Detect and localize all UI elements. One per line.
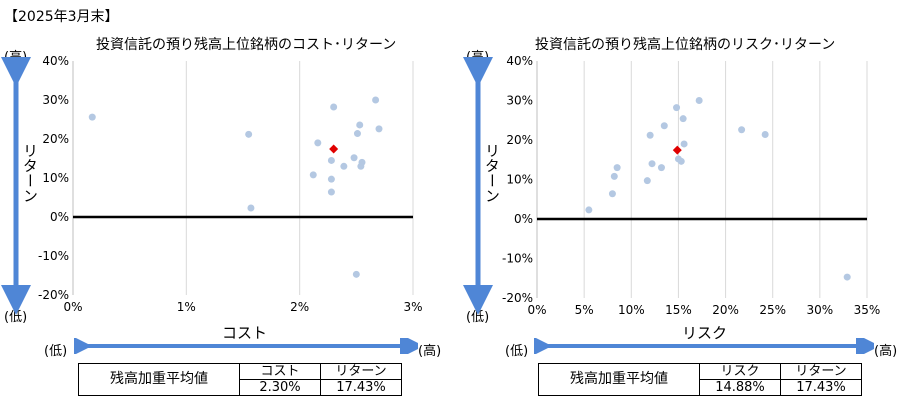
right-x-tick-label: 15%	[665, 303, 692, 317]
right-data-point	[761, 130, 769, 138]
left-data-point	[247, 204, 255, 212]
left-data-point	[353, 130, 361, 138]
left-data-point	[330, 103, 338, 111]
right-data-point	[610, 172, 618, 180]
right-data-point	[646, 131, 654, 139]
right-y-tick-label: 0%	[514, 212, 533, 226]
left-summary-header-cost: コスト	[239, 363, 321, 380]
right-summary-table: 残高加重平均値 リスク リターン 14.88% 17.43%	[538, 363, 862, 396]
left-x-low-label: (低)	[44, 344, 68, 359]
left-data-point	[350, 154, 358, 162]
left-y-tick-label: 10%	[42, 171, 69, 185]
right-x-tick-label: 0%	[527, 303, 546, 317]
right-data-point	[657, 164, 665, 172]
right-x-tick-label: 25%	[759, 303, 786, 317]
right-x-tick-label: 5%	[575, 303, 594, 317]
right-x-direction-arrow	[534, 338, 874, 354]
right-data-point	[648, 160, 656, 168]
right-summary-value-risk: 14.88%	[699, 379, 781, 396]
right-summary-header-risk: リスク	[699, 363, 781, 380]
right-data-point	[677, 157, 685, 165]
left-data-point	[309, 171, 317, 179]
left-data-point	[372, 96, 380, 104]
left-x-tick-label: 1%	[177, 300, 196, 314]
period-header: 【2025年3月末】	[4, 9, 119, 25]
right-data-point	[613, 164, 621, 172]
left-y-tick-label: 30%	[42, 93, 69, 107]
right-data-point	[695, 97, 703, 104]
left-data-point	[327, 188, 335, 196]
left-data-point	[356, 121, 364, 129]
right-data-point	[673, 104, 681, 112]
right-average-marker	[672, 145, 682, 155]
right-y-tick-label: -20%	[502, 291, 533, 305]
left-data-point	[375, 125, 383, 133]
right-x-tick-label: 10%	[618, 303, 645, 317]
left-y-tick-label: 0%	[50, 210, 69, 224]
left-data-point	[352, 270, 360, 278]
left-data-point	[245, 130, 253, 138]
left-summary-value-cost: 2.30%	[239, 379, 321, 396]
right-chart: 0% 5% 10% 15% 20% 25% 30% 35% 40% 30% 20% 10% 0% -10%…	[463, 54, 881, 317]
right-data-point	[660, 122, 668, 130]
right-data-point	[643, 177, 651, 185]
left-data-point	[314, 139, 322, 147]
right-data-point	[843, 273, 851, 281]
right-data-point	[585, 206, 593, 214]
right-summary-label: 残高加重平均値	[538, 363, 700, 396]
left-x-tick-label: 3%	[403, 300, 422, 314]
right-summary-value-return: 17.43%	[780, 379, 862, 396]
left-summary-table: 残高加重平均値 コスト リターン 2.30% 17.43%	[78, 363, 402, 396]
right-data-point	[680, 140, 688, 148]
left-data-point	[358, 158, 366, 166]
left-x-tick-label: 2%	[290, 300, 309, 314]
left-data-point	[327, 175, 335, 183]
left-summary-value-return: 17.43%	[320, 379, 402, 396]
right-x-high-label: (高)	[874, 344, 898, 359]
right-x-tick-label: 20%	[712, 303, 739, 317]
left-y-tick-label: 20%	[42, 132, 69, 146]
right-y-tick-label: -10%	[502, 252, 533, 266]
right-summary-header-return: リターン	[780, 363, 862, 380]
right-data-point	[738, 126, 746, 134]
left-x-tick-label: 0%	[63, 300, 82, 314]
right-y-tick-label: 40%	[506, 54, 533, 68]
left-y-tick-label: -20%	[38, 288, 69, 302]
right-x-axis-title: リスク	[682, 324, 728, 342]
left-data-point	[340, 162, 348, 170]
left-summary-label: 残高加重平均値	[78, 363, 240, 396]
right-chart-title: 投資信託の預り残高上位銘柄のリスク･リターン	[535, 37, 836, 53]
left-x-high-label: (高)	[418, 344, 442, 359]
left-chart-title: 投資信託の預り残高上位銘柄のコスト･リターン	[96, 37, 397, 53]
left-data-point	[88, 113, 96, 121]
right-x-tick-label: 30%	[807, 303, 834, 317]
right-x-low-label: (低)	[505, 344, 529, 359]
right-data-point	[679, 115, 687, 123]
left-chart: 0% 1% 2% 3% 40% 30% 20% 10% 0% -10% -20%	[1, 54, 423, 315]
right-x-tick-label: 35%	[854, 303, 881, 317]
left-y-tick-label: 40%	[42, 54, 69, 68]
right-data-point	[608, 190, 616, 198]
right-y-tick-label: 10%	[506, 173, 533, 187]
left-y-tick-label: -10%	[38, 249, 69, 263]
right-y-tick-label: 30%	[506, 94, 533, 108]
left-average-marker	[329, 144, 339, 154]
left-data-point	[327, 156, 335, 164]
left-x-direction-arrow	[74, 338, 418, 354]
left-x-axis-title: コスト	[222, 324, 268, 342]
left-summary-header-return: リターン	[320, 363, 402, 380]
right-y-tick-label: 20%	[506, 133, 533, 147]
